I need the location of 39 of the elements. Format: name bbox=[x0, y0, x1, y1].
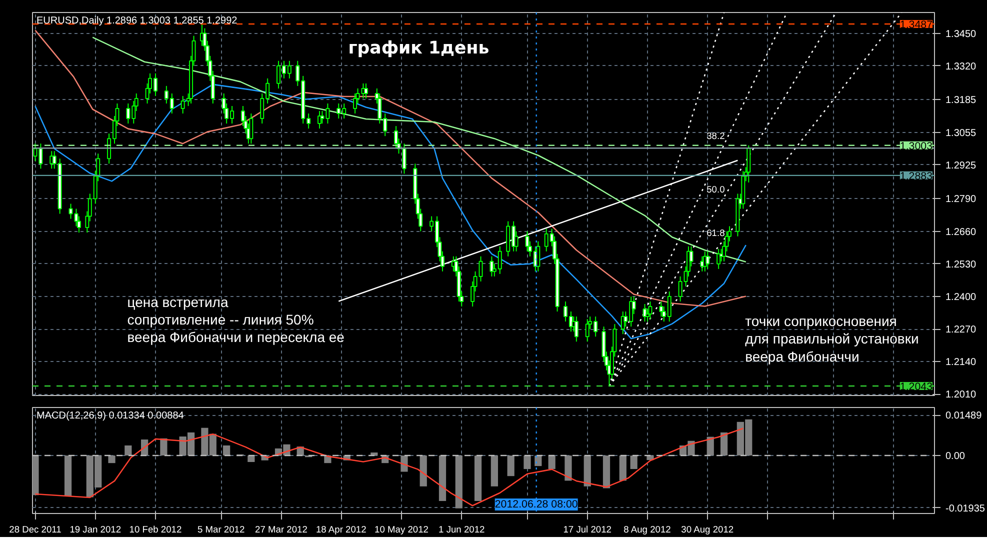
y-tick-label: 1.3185 bbox=[946, 95, 977, 106]
annotation: 50.0 bbox=[706, 184, 725, 194]
annotation: 61.8 bbox=[706, 228, 725, 238]
y-tick-label: 1.2530 bbox=[946, 259, 977, 270]
x-tick-label: 5 Mar 2012 bbox=[198, 524, 245, 534]
x-tick-label: 27 Mar 2012 bbox=[255, 524, 308, 534]
y-tick-label: 1.2140 bbox=[946, 357, 977, 368]
ref-line-label: 1.3003 bbox=[900, 140, 933, 152]
y-tick-label: 1.3055 bbox=[946, 128, 977, 139]
y-tick-label: 1.2660 bbox=[946, 226, 977, 238]
y-tick-label: 1.2010 bbox=[946, 390, 977, 401]
x-tick-label: 1 Jun 2012 bbox=[438, 524, 485, 534]
annotation: MACD(12,26,9) 0.01334 0.00884 bbox=[36, 410, 184, 422]
x-tick-label: 18 Apr 2012 bbox=[316, 524, 366, 534]
annotation: точки соприкосновения для правильной установки веера Фибоначчи bbox=[745, 313, 919, 364]
x-tick-label: 17 Jul 2012 bbox=[563, 524, 612, 534]
annotation: 38.2 bbox=[706, 130, 725, 141]
x-tick-label: 28 Dec 2011 bbox=[9, 524, 62, 534]
y-tick-label: 1.3450 bbox=[946, 28, 977, 40]
text: график 1день bbox=[348, 38, 490, 58]
y-tick-label: 1.3320 bbox=[946, 61, 977, 72]
ref-line-label: 2012.06.28 08:00 bbox=[494, 498, 578, 510]
annotation: цена встретила сопротивление -- линия 50% веера Фибоначчи и пересекла ее bbox=[127, 294, 345, 346]
annotation: EURUSD,Daily 1.2896 1.3003 1.2855 1.2992 bbox=[36, 16, 238, 26]
ref-line-label: 1.2043 bbox=[900, 380, 933, 393]
x-tick-label: 8 Aug 2012 bbox=[624, 524, 671, 534]
x-tick-label: 19 Jan 2012 bbox=[70, 524, 122, 534]
ref-line-label: 1.3487 bbox=[900, 19, 933, 32]
x-tick-label: 30 Aug 2012 bbox=[681, 524, 734, 534]
y-tick-label: 1.2790 bbox=[946, 194, 977, 206]
y-tick-label: 1.2270 bbox=[946, 324, 977, 336]
x-tick-label: 10 May 2012 bbox=[374, 524, 428, 534]
y-tick-label: 0.01489 bbox=[946, 410, 982, 422]
y-tick-label: 0.00 bbox=[946, 450, 966, 462]
ref-line-label: 1.2883 bbox=[900, 170, 933, 182]
y-tick-label: 1.2400 bbox=[946, 292, 977, 303]
x-tick-label: 10 Feb 2012 bbox=[129, 524, 182, 534]
y-tick-label: 1.2925 bbox=[946, 160, 977, 172]
y-tick-label: -0.01935 bbox=[946, 503, 986, 514]
